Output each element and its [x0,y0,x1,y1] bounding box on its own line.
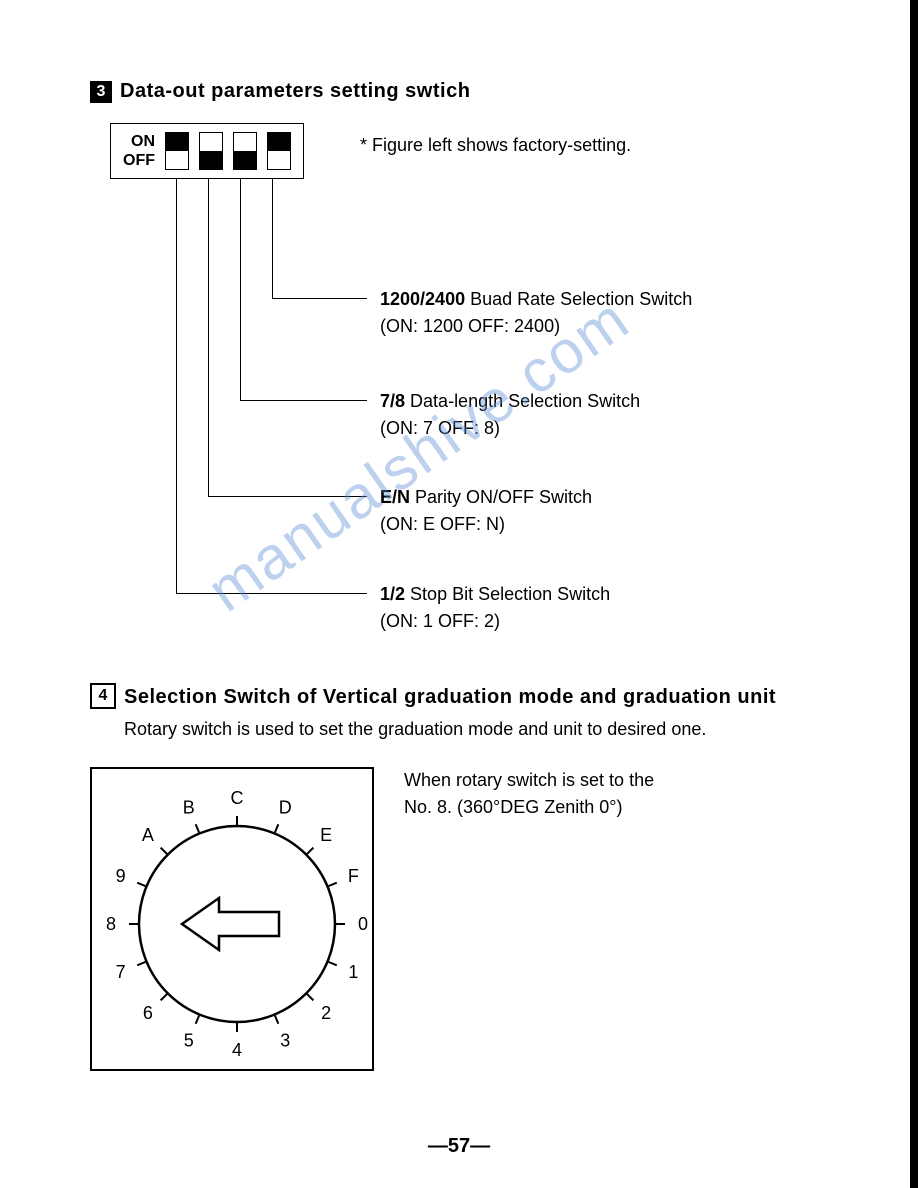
callout-baud-text: Buad Rate Selection Switch [470,289,692,309]
svg-text:A: A [142,825,154,845]
rotary-description: When rotary switch is set to the No. 8. … [404,767,838,1071]
section4: 4 Selection Switch of Vertical graduatio… [90,683,838,1071]
svg-text:4: 4 [232,1040,242,1060]
callout-parity: E/N Parity ON/OFF Switch (ON: E OFF: N) [380,484,592,538]
svg-text:E: E [320,825,332,845]
section4-title: Selection Switch of Vertical graduation … [124,683,838,711]
on-label: ON [123,132,155,151]
line-from-sw4 [272,178,273,298]
section3-title: Data-out parameters setting swtich [120,80,470,103]
factory-setting-note: * Figure left shows factory-setting. [360,135,631,156]
section4-number-badge: 4 [90,683,116,709]
dip-switch-2 [199,132,223,170]
hline-3 [240,400,367,401]
page-number: —57— [428,1135,490,1158]
callout-baud: 1200/2400 Buad Rate Selection Switch (ON… [380,286,692,340]
line-from-sw1 [176,178,177,593]
rotary-area: 0 1 2 3 4 5 6 7 8 9 A B C D E F When rotary switch is s… [90,767,838,1071]
hline-4 [272,298,367,299]
callout-parity-text: Parity ON/OFF Switch [415,487,592,507]
callout-baud-detail: (ON: 1200 OFF: 2400) [380,316,560,336]
dip-on-off-labels: ON OFF [123,132,155,170]
callout-datalen: 7/8 Data-length Selection Switch (ON: 7 … [380,388,640,442]
callout-datalen-text: Data-length Selection Switch [410,391,640,411]
rotary-svg: 0 1 2 3 4 5 6 7 8 9 A B C D E F [92,769,372,1069]
dip2-top [200,133,222,151]
svg-text:7: 7 [116,962,126,982]
callout-stopbit-bold: 1/2 [380,584,405,604]
page-number-value: 57 [448,1135,470,1157]
dip-switch-3 [233,132,257,170]
callout-stopbit-text: Stop Bit Selection Switch [410,584,610,604]
dip3-top [234,133,256,151]
svg-text:5: 5 [184,1031,194,1051]
dip3-bottom [234,151,256,169]
dip2-bottom [200,151,222,169]
svg-text:D: D [279,798,292,818]
rotary-text-line2: No. 8. (360°DEG Zenith 0°) [404,797,623,817]
callout-parity-detail: (ON: E OFF: N) [380,514,505,534]
svg-text:B: B [183,798,195,818]
dip-switch-1 [165,132,189,170]
callout-stopbit: 1/2 Stop Bit Selection Switch (ON: 1 OFF… [380,581,610,635]
svg-text:C: C [231,788,244,808]
svg-text:1: 1 [348,962,358,982]
line-from-sw2 [208,178,209,496]
callout-stopbit-detail: (ON: 1 OFF: 2) [380,611,500,631]
dip4-top [268,133,290,151]
svg-text:0: 0 [358,914,368,934]
hline-1 [176,593,367,594]
svg-text:6: 6 [143,1003,153,1023]
section3-header: 3 Data-out parameters setting swtich [90,80,838,103]
svg-text:8: 8 [106,914,116,934]
callout-datalen-bold: 7/8 [380,391,405,411]
dip4-bottom [268,151,290,169]
svg-text:2: 2 [321,1003,331,1023]
section4-body: Rotary switch is used to set the graduat… [124,717,838,742]
dip1-bottom [166,151,188,169]
svg-text:9: 9 [116,866,126,886]
dip-switch-box: ON OFF [110,123,304,179]
line-from-sw3 [240,178,241,400]
off-label: OFF [123,151,155,170]
rotary-switch-figure: 0 1 2 3 4 5 6 7 8 9 A B C D E F [90,767,374,1071]
section3-number-badge: 3 [90,81,112,103]
dip1-top [166,133,188,151]
hline-2 [208,496,367,497]
svg-text:3: 3 [280,1031,290,1051]
rotary-text-line1: When rotary switch is set to the [404,770,654,790]
page-content: 3 Data-out parameters setting swtich ON … [0,0,918,1111]
callout-parity-bold: E/N [380,487,410,507]
svg-text:F: F [348,866,359,886]
dip-switch-diagram: ON OFF * Figure left shows factory-setti… [90,123,838,663]
callout-datalen-detail: (ON: 7 OFF: 8) [380,418,500,438]
callout-baud-bold: 1200/2400 [380,289,465,309]
dip-switch-4 [267,132,291,170]
